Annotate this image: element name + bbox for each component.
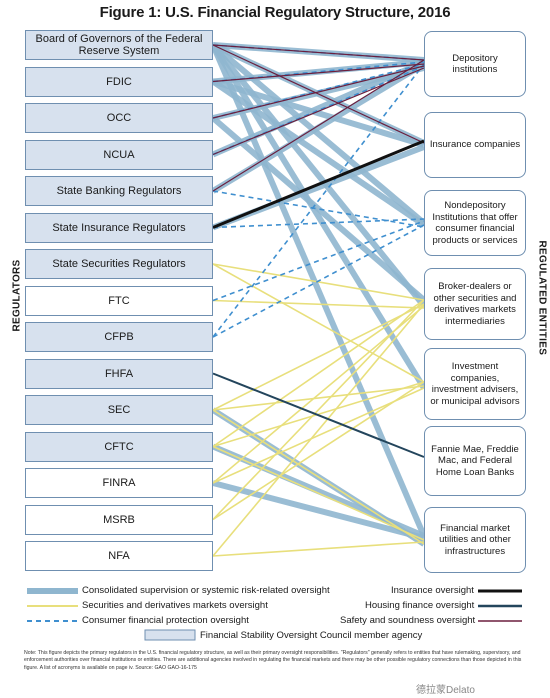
consolidated-line-frb-to-nondep (211, 42, 426, 226)
entity-invest: Investment companies, investment adviser… (424, 348, 526, 420)
regulator-fdic: FDIC (25, 66, 213, 97)
consumer-line-ftc-to-nondep (212, 220, 425, 302)
entity-dep: Depository institutions (424, 31, 526, 97)
regulator-sir: State Insurance Regulators (25, 212, 213, 243)
consumer-line-cfpb-to-dep (212, 63, 425, 338)
securities-line-ssr-to-invest (212, 263, 425, 383)
watermark-text: 德拉蒙Delato (416, 685, 475, 696)
consolidated-line-frb-to-broker (210, 43, 427, 308)
legend-fsoc-swatch (144, 629, 196, 641)
safety-line-frb-to-ins (212, 44, 425, 144)
regulator-cftc: CFTC (25, 431, 213, 462)
regulator-frb: Board of Governors of the Federal Reserv… (25, 30, 213, 60)
figure-title: Figure 1: U.S. Financial Regulatory Stru… (99, 4, 451, 21)
regulators-axis-label: REGULATORS (11, 259, 23, 332)
consolidated-line-fdic-to-nondep (211, 79, 426, 228)
securities-line-sec-to-fmu (212, 409, 425, 545)
safety-line-occ-to-dep (212, 65, 425, 119)
securities-line-nfa-to-broker (212, 303, 425, 557)
entity-fannie: Fannie Mae, Freddie Mac, and Federal Hom… (424, 426, 526, 496)
regulator-msrb: MSRB (25, 504, 213, 535)
regulator-nfa: NFA (25, 541, 213, 571)
housing-line-fhfa-to-fannie (212, 372, 425, 458)
regulated-entities-axis-label: REGULATED ENTITIES (536, 240, 548, 356)
legend-swatches (27, 588, 522, 641)
consolidated-line-finra-to-fmu (212, 480, 425, 541)
insurance-line-sir-to-ins (212, 139, 425, 229)
securities-line-cftc-to-fmu (212, 445, 425, 541)
legend-housing-label: Housing finance oversight (365, 600, 475, 611)
consolidated-line-occ-to-broker (211, 115, 426, 303)
legend-fsoc-label: Financial Stability Oversight Council me… (200, 630, 423, 641)
securities-line-nfa-to-fmu (212, 541, 425, 557)
safety-line-frb-to-dep (212, 44, 425, 61)
entity-broker: Broker-dealers or other securities and d… (424, 268, 526, 340)
securities-line-finra-to-invest (212, 387, 425, 484)
legend-securities-label: Securities and derivatives markets overs… (82, 600, 268, 611)
securities-line-ftc-to-broker (212, 299, 425, 309)
regulator-ssr: State Securities Regulators (25, 249, 213, 279)
securities-line-msrb-to-invest (212, 381, 425, 521)
entity-fmu: Financial market utilities and other inf… (424, 507, 526, 573)
regulator-finra: FINRA (25, 468, 213, 498)
regulator-cfpb: CFPB (25, 322, 213, 352)
regulator-sec: SEC (25, 395, 213, 425)
entity-ins: Insurance companies (424, 112, 526, 178)
legend-insurance-label: Insurance oversight (391, 585, 474, 596)
connection-lines (210, 42, 427, 557)
regulator-sbr: State Banking Regulators (25, 176, 213, 206)
regulator-ftc: FTC (25, 285, 213, 316)
safety-line-fdic-to-dep (212, 63, 425, 83)
securities-line-cftc-to-broker (212, 299, 425, 448)
regulator-occ: OCC (25, 103, 213, 133)
regulator-fhfa: FHFA (25, 358, 213, 389)
consolidated-line-frb-to-fmu (210, 43, 427, 538)
securities-line-sec-to-broker (212, 303, 425, 411)
figure-note: Note: This figure depicts the primary re… (24, 650, 522, 671)
consolidated-line-fdic-to-ins (212, 78, 425, 148)
regulator-ncua: NCUA (25, 139, 213, 170)
consumer-line-cfpb-to-nondep (212, 224, 425, 338)
safety-line-sbr-to-dep (212, 59, 425, 192)
legend-consolidated-label: Consolidated supervision or systemic ris… (82, 585, 330, 596)
securities-line-msrb-to-broker (212, 299, 425, 521)
securities-line-sec-to-invest (212, 385, 425, 411)
legend-consumer-label: Consumer financial protection oversight (82, 615, 249, 626)
consumer-line-sir-to-nondep (212, 218, 425, 229)
securities-line-ssr-to-broker (212, 263, 425, 301)
entity-nondep: Nondepository Institutions that offer co… (424, 190, 526, 256)
legend-safety-label: Safety and soundness oversight (340, 615, 476, 626)
